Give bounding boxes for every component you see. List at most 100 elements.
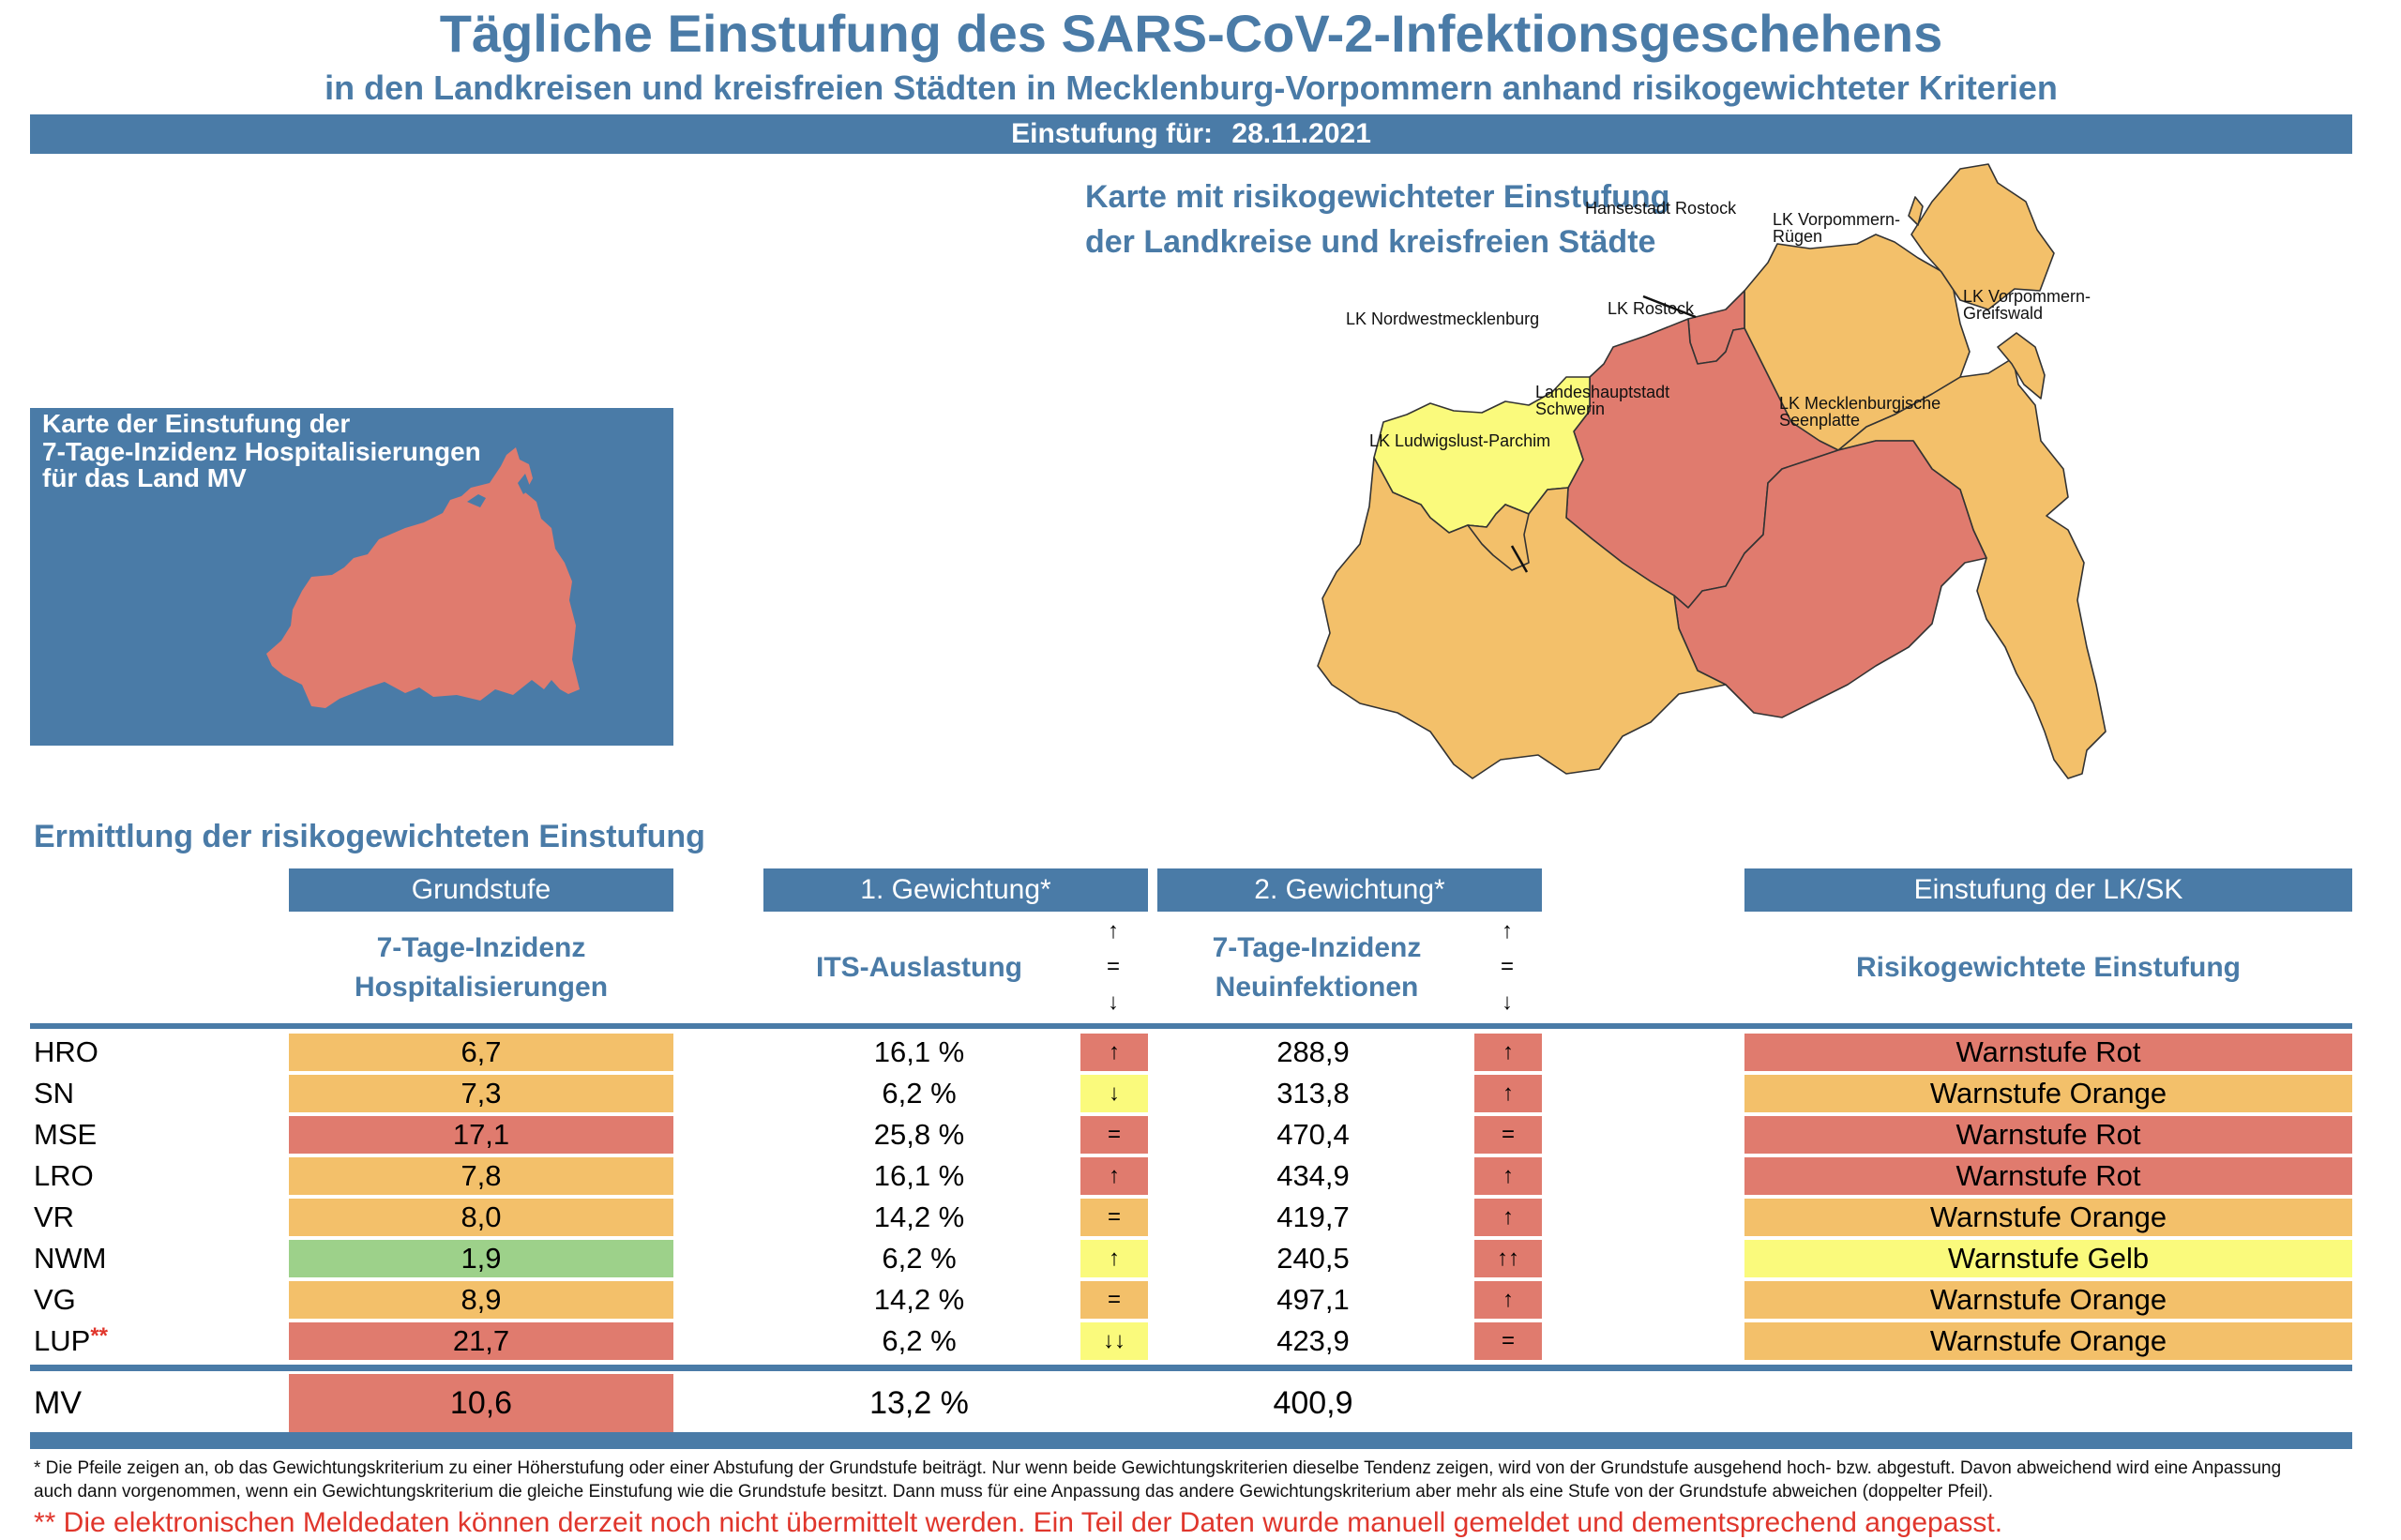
incidence-trend-icon: ↑ bbox=[1474, 1157, 1542, 1195]
map-title-line: Karte mit risikogewichteter Einstufung bbox=[1085, 179, 1670, 215]
mv-state-map bbox=[266, 447, 580, 708]
label-schwerin-2: Schwerin bbox=[1535, 400, 1605, 418]
its-trend-icon: ↑ bbox=[1080, 1240, 1148, 1277]
arrow-up-icon: ↑ bbox=[1502, 918, 1513, 944]
table-row: NWM 1,9 6,2 % ↑ 240,5 ↑↑ Warnstufe Gelb bbox=[0, 1240, 2401, 1277]
hospitalisation-map-panel: Karte der Einstufung der 7-Tage-Inzidenz… bbox=[30, 408, 673, 746]
row-name: VG bbox=[34, 1283, 76, 1316]
base-value: 1,9 bbox=[289, 1240, 673, 1277]
incidence-trend-icon: ↑↑ bbox=[1474, 1240, 1542, 1277]
its-value: 14,2 % bbox=[873, 1283, 965, 1316]
row-name: MSE bbox=[34, 1118, 98, 1151]
row-name: SN bbox=[34, 1077, 75, 1110]
incidence-value: 434,9 bbox=[1276, 1159, 1350, 1192]
incidence-trend-icon: ↑ bbox=[1474, 1281, 1542, 1319]
column-header-result: Einstufung der LK/SK bbox=[1744, 868, 2352, 912]
incidence-value: 419,7 bbox=[1276, 1200, 1350, 1233]
subheader-incidence-line: Neuinfektionen bbox=[1215, 972, 1419, 1003]
column-header-weight2: 2. Gewichtung* bbox=[1157, 868, 1542, 912]
footnote-arrows-line2: auch dann vorgenommen, wenn ein Gewichtu… bbox=[34, 1482, 1994, 1502]
district-risk-map: Hansestadt Rostock LK Vorpommern- Rügen … bbox=[1317, 163, 2107, 779]
arrow-legend-weight2: ↑ = ↓ bbox=[1493, 913, 1521, 1020]
incidence-value: 423,9 bbox=[1276, 1324, 1350, 1357]
arrow-legend-weight1: ↑ = ↓ bbox=[1099, 913, 1127, 1020]
table-row: MSE 17,1 25,8 % = 470,4 = Warnstufe Rot bbox=[0, 1116, 2401, 1154]
region-mecklenburgische-seenplatte[interactable] bbox=[1673, 440, 1987, 718]
data-notice-flag: ** bbox=[90, 1323, 108, 1349]
column-header-base: Grundstufe bbox=[289, 868, 673, 912]
panel-title-line: Karte der Einstufung der bbox=[42, 409, 351, 438]
label-schwerin-1: Landeshauptstadt bbox=[1535, 383, 1669, 401]
row-name: NWM bbox=[34, 1242, 107, 1275]
region-schwerin[interactable] bbox=[1467, 504, 1530, 571]
table-row: VG 8,9 14,2 % = 497,1 ↑ Warnstufe Orange bbox=[0, 1281, 2401, 1319]
risk-level-badge: Warnstufe Orange bbox=[1744, 1281, 2352, 1319]
its-trend-icon: = bbox=[1080, 1116, 1148, 1154]
table-row: HRO 6,7 16,1 % ↑ 288,9 ↑ Warnstufe Rot bbox=[0, 1034, 2401, 1071]
label-mecklenburgische-seenplatte-2: Seenplatte bbox=[1779, 411, 1860, 430]
incidence-trend-icon: = bbox=[1474, 1116, 1542, 1154]
total-incidence-value: 400,9 bbox=[1273, 1385, 1353, 1421]
label-vorpommern-greifswald-2: Greifswald bbox=[1963, 304, 2043, 323]
its-value: 16,1 % bbox=[873, 1159, 965, 1192]
date-value: 28.11.2021 bbox=[1231, 118, 1371, 149]
mv-state-shape bbox=[266, 447, 580, 708]
table-divider bbox=[30, 1023, 2352, 1029]
risk-level-badge: Warnstufe Gelb bbox=[1744, 1240, 2352, 1277]
incidence-value: 240,5 bbox=[1276, 1242, 1350, 1275]
its-trend-icon: ↓ bbox=[1080, 1075, 1148, 1112]
label-vorpommern-ruegen-1: LK Vorpommern- bbox=[1773, 210, 1900, 229]
risk-level-badge: Warnstufe Orange bbox=[1744, 1199, 2352, 1236]
table-row: LRO 7,8 16,1 % ↑ 434,9 ↑ Warnstufe Rot bbox=[0, 1157, 2401, 1195]
column-header-weight1: 1. Gewichtung* bbox=[763, 868, 1148, 912]
panel-title-line: 7-Tage-Inzidenz Hospitalisierungen bbox=[42, 437, 481, 466]
map-title-line: der Landkreise und kreisfreien Städte bbox=[1085, 224, 1656, 260]
base-value: 6,7 bbox=[289, 1034, 673, 1071]
incidence-value: 470,4 bbox=[1276, 1118, 1350, 1151]
equal-icon: = bbox=[1500, 954, 1514, 979]
risk-level-badge: Warnstufe Rot bbox=[1744, 1157, 2352, 1195]
subheader-incidence-line: 7-Tage-Inzidenz bbox=[1212, 932, 1422, 963]
total-row-mv: MV 10,6 13,2 % 400,9 bbox=[0, 1374, 2401, 1432]
risk-level-badge: Warnstufe Rot bbox=[1744, 1116, 2352, 1154]
subheader-base-line: Hospitalisierungen bbox=[354, 972, 609, 1003]
table-footer-bar bbox=[30, 1432, 2352, 1449]
base-value: 21,7 bbox=[289, 1322, 673, 1360]
base-value: 17,1 bbox=[289, 1116, 673, 1154]
label-vorpommern-ruegen-2: Rügen bbox=[1773, 227, 1822, 246]
incidence-trend-icon: = bbox=[1474, 1322, 1542, 1360]
page-title: Tägliche Einstufung des SARS-CoV-2-Infek… bbox=[439, 4, 1943, 63]
footnote-data-notice: ** Die elektronischen Meldedaten können … bbox=[34, 1507, 2003, 1538]
base-value: 8,0 bbox=[289, 1199, 673, 1236]
subheader-incidence: 7-Tage-Inzidenz Neuinfektionen bbox=[1157, 929, 1476, 1007]
risk-level-badge: Warnstufe Orange bbox=[1744, 1322, 2352, 1360]
its-value: 14,2 % bbox=[873, 1200, 965, 1233]
total-base-value: 10,6 bbox=[289, 1374, 673, 1432]
label-mecklenburgische-seenplatte-1: LK Mecklenburgische bbox=[1779, 394, 1940, 413]
base-value: 7,8 bbox=[289, 1157, 673, 1195]
date-label: Einstufung für: bbox=[1011, 118, 1214, 149]
table-row: VR 8,0 14,2 % = 419,7 ↑ Warnstufe Orange bbox=[0, 1199, 2401, 1236]
calculation-heading: Ermittlung der risikogewichteten Einstuf… bbox=[34, 819, 705, 854]
panel-title-line: für das Land MV bbox=[42, 463, 247, 492]
map-title: Karte mit risikogewichteter Einstufung d… bbox=[1085, 174, 1669, 264]
subheader-result: Risikogewichtete Einstufung bbox=[1855, 952, 2242, 983]
footnote-arrows-line1: * Die Pfeile zeigen an, ob das Gewichtun… bbox=[34, 1458, 2282, 1478]
subheader-base-line: 7-Tage-Inzidenz bbox=[376, 932, 586, 963]
its-trend-icon: ↑ bbox=[1080, 1034, 1148, 1071]
table-divider bbox=[30, 1365, 2352, 1371]
arrow-up-icon: ↑ bbox=[1108, 918, 1119, 944]
subheader-its: ITS-Auslastung bbox=[815, 952, 1022, 983]
label-lk-rostock: LK Rostock bbox=[1608, 299, 1695, 318]
arrow-down-icon: ↓ bbox=[1502, 989, 1513, 1015]
label-vorpommern-greifswald-1: LK Vorpommern- bbox=[1963, 287, 2091, 306]
row-name: MV bbox=[34, 1385, 82, 1421]
page-subtitle: in den Landkreisen und kreisfreien Städt… bbox=[325, 68, 2058, 107]
subheader-base: 7-Tage-Inzidenz Hospitalisierungen bbox=[289, 929, 673, 1007]
label-nordwestmecklenburg: LK Nordwestmecklenburg bbox=[1346, 310, 1539, 328]
incidence-trend-icon: ↑ bbox=[1474, 1034, 1542, 1071]
its-value: 6,2 % bbox=[882, 1324, 957, 1357]
arrow-down-icon: ↓ bbox=[1108, 989, 1119, 1015]
table-row: LUP** 21,7 6,2 % ↓↓ 423,9 = Warnstufe Orange bbox=[0, 1322, 2401, 1360]
its-value: 6,2 % bbox=[882, 1242, 957, 1275]
